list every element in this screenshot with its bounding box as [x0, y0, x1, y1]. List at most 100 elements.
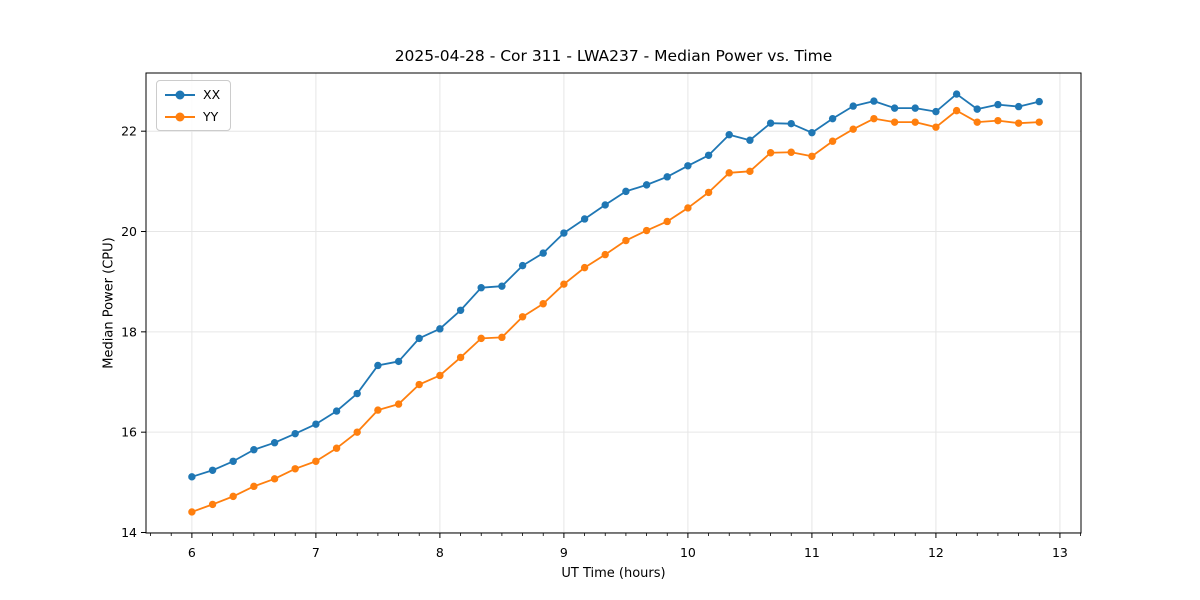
y-tick-label-14: 14 [121, 525, 137, 540]
data-point-XX [849, 102, 857, 110]
y-tick-label-16: 16 [121, 425, 137, 440]
data-point-XX [374, 361, 382, 370]
legend-item-yy: YY [165, 108, 220, 125]
data-point-YY [580, 263, 589, 272]
data-point-XX [498, 282, 506, 290]
data-point-XX [725, 131, 733, 139]
data-point-XX [539, 249, 547, 257]
x-tick-label-7: 7 [312, 545, 320, 560]
data-point-YY [498, 333, 506, 342]
data-point-YY [746, 167, 754, 176]
data-point-XX [477, 284, 485, 292]
data-point-YY [539, 300, 547, 308]
data-point-YY [394, 400, 403, 408]
data-point-XX [994, 100, 1002, 109]
data-point-XX [1014, 102, 1023, 111]
data-point-YY [250, 482, 258, 491]
y-tick-label-22: 22 [121, 124, 137, 139]
data-point-XX [684, 162, 692, 170]
series-XX [188, 90, 1043, 481]
data-point-YY [787, 148, 795, 156]
series-YY [188, 106, 1043, 516]
data-point-YY [332, 444, 341, 452]
data-point-YY [704, 188, 713, 197]
data-point-XX [642, 181, 651, 189]
data-point-XX [394, 357, 403, 366]
data-point-YY [374, 406, 382, 414]
x-tick-label-8: 8 [436, 545, 444, 560]
data-point-YY [952, 106, 961, 115]
legend: XX YY [156, 80, 232, 131]
data-point-XX [580, 215, 589, 223]
gridlines [146, 73, 1081, 533]
data-point-YY [270, 475, 279, 483]
data-point-YY [601, 250, 609, 259]
x-axis-label: UT Time (hours) [561, 566, 666, 581]
data-point-XX [787, 119, 795, 128]
data-point-XX [250, 446, 258, 454]
x-tick-label-10: 10 [680, 545, 696, 560]
xx-line-marker-icon [165, 88, 195, 102]
data-point-XX [870, 97, 878, 105]
data-point-XX [353, 389, 361, 398]
legend-item-xx: XX [165, 86, 220, 103]
data-point-YY [188, 508, 196, 516]
data-point-XX [704, 151, 713, 159]
data-point-XX [973, 105, 981, 113]
data-point-YY [973, 118, 981, 126]
data-point-YY [932, 123, 940, 131]
data-point-YY [725, 169, 733, 177]
data-point-XX [601, 201, 609, 209]
data-point-YY [766, 149, 775, 157]
y-tick-label-20: 20 [121, 224, 137, 239]
data-point-YY [477, 334, 485, 343]
data-point-XX [932, 107, 940, 116]
data-series [188, 90, 1043, 516]
data-point-YY [518, 313, 527, 321]
data-point-XX [952, 90, 961, 98]
data-point-YY [560, 280, 568, 288]
data-point-XX [746, 136, 754, 144]
data-point-XX [436, 325, 444, 333]
data-point-YY [436, 371, 444, 380]
series-line-XX [191, 93, 1040, 478]
data-point-YY [1035, 118, 1043, 126]
data-point-XX [766, 119, 775, 127]
data-point-YY [353, 428, 361, 436]
data-point-YY [415, 380, 423, 389]
y-axis-label: Median Power (CPU) [101, 237, 117, 369]
data-point-XX [560, 229, 568, 237]
data-point-YY [291, 465, 299, 473]
data-point-XX [229, 457, 237, 465]
data-point-XX [828, 114, 837, 123]
data-point-YY [994, 116, 1002, 125]
legend-label-yy: YY [203, 108, 219, 124]
data-point-YY [312, 457, 320, 465]
data-point-YY [911, 118, 919, 126]
data-point-YY [456, 353, 465, 362]
x-tick-label-12: 12 [928, 545, 944, 560]
data-point-XX [622, 187, 630, 196]
data-point-XX [291, 429, 299, 438]
data-point-XX [270, 439, 279, 447]
data-point-XX [456, 306, 465, 314]
data-point-XX [312, 420, 320, 428]
data-point-YY [663, 217, 671, 226]
data-point-YY [828, 137, 837, 145]
legend-label-xx: XX [203, 86, 221, 102]
y-tick-label-18: 18 [121, 324, 137, 339]
data-point-YY [870, 114, 878, 123]
x-tick-label-9: 9 [560, 545, 568, 560]
data-point-XX [890, 104, 899, 112]
data-point-XX [1035, 97, 1043, 106]
data-point-YY [890, 118, 899, 126]
data-point-XX [415, 334, 423, 343]
data-point-YY [622, 236, 630, 245]
data-point-XX [911, 104, 919, 112]
data-point-YY [684, 204, 692, 212]
yy-line-marker-icon [165, 110, 195, 124]
data-point-YY [808, 152, 816, 160]
data-point-YY [849, 125, 857, 133]
